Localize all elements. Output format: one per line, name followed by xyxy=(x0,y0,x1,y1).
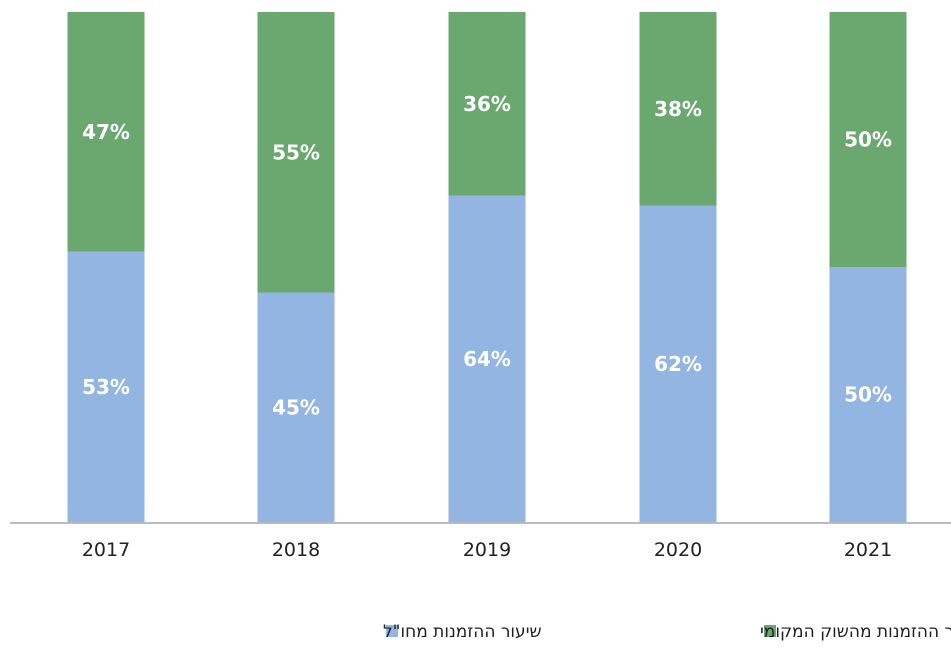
legend-item-abroad: שיעור ההזמנות מחו"ל xyxy=(383,622,542,642)
bar-abroad-2017 xyxy=(67,251,145,522)
legend-label-abroad: שיעור ההזמנות מחו"ל xyxy=(383,622,542,642)
bars-layer xyxy=(67,12,907,523)
bar-abroad-2019 xyxy=(448,195,526,522)
data-label-abroad-2018: 45% xyxy=(272,395,320,419)
x-tick-label-2019: 2019 xyxy=(463,539,511,561)
data-label-abroad-2020: 62% xyxy=(654,352,702,376)
bar-domestic-2020 xyxy=(639,12,717,206)
bar-domestic-2017 xyxy=(67,12,145,252)
bar-domestic-2018 xyxy=(257,12,335,293)
data-label-domestic-2019: 36% xyxy=(463,92,511,116)
x-tick-labels: 2017 2018 2019 2020 2021 xyxy=(82,539,892,561)
data-label-domestic-2018: 55% xyxy=(272,140,320,164)
bar-domestic-2021 xyxy=(829,12,907,267)
data-label-abroad-2021: 50% xyxy=(844,383,892,407)
x-tick-label-2021: 2021 xyxy=(844,539,892,561)
data-label-domestic-2020: 38% xyxy=(654,97,702,121)
bar-domestic-2019 xyxy=(448,12,526,196)
legend-swatch-abroad xyxy=(386,625,398,637)
legend: שיעור ההזמנות מהשוק המקומי שיעור ההזמנות… xyxy=(383,622,951,642)
bar-abroad-2018 xyxy=(257,292,335,522)
data-label-domestic-2021: 50% xyxy=(844,128,892,152)
bar-abroad-2020 xyxy=(639,205,717,523)
x-tick-label-2018: 2018 xyxy=(272,539,320,561)
x-tick-label-2017: 2017 xyxy=(82,539,130,561)
legend-swatch-domestic xyxy=(764,625,776,637)
data-label-abroad-2019: 64% xyxy=(463,347,511,371)
data-label-domestic-2017: 47% xyxy=(82,120,130,144)
bar-labels-layer: 53% 47% 45% 55% 64% 36% 62% 38% 50% 50% xyxy=(82,92,892,419)
legend-label-domestic: שיעור ההזמנות מהשוק המקומי xyxy=(760,622,951,642)
legend-item-domestic: שיעור ההזמנות מהשוק המקומי xyxy=(760,622,951,642)
x-tick-label-2020: 2020 xyxy=(654,539,702,561)
data-label-abroad-2017: 53% xyxy=(82,375,130,399)
bar-abroad-2021 xyxy=(829,267,907,522)
